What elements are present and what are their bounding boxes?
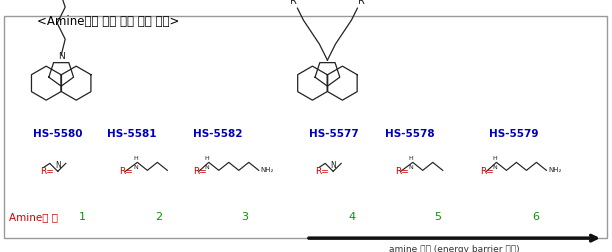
Text: R=: R=: [119, 167, 133, 176]
Text: HS-5582: HS-5582: [193, 129, 242, 139]
Text: R: R: [289, 0, 296, 6]
Text: N: N: [492, 165, 497, 170]
Text: H: H: [133, 156, 138, 161]
Text: Amine기 수: Amine기 수: [9, 212, 58, 222]
Text: N: N: [133, 165, 138, 170]
Text: R=: R=: [315, 167, 329, 176]
Text: R=: R=: [40, 167, 53, 176]
Text: HS-5579: HS-5579: [490, 129, 539, 139]
Text: R: R: [359, 0, 365, 6]
Text: 5: 5: [434, 212, 441, 222]
Text: R=: R=: [395, 167, 408, 176]
Text: HS-5580: HS-5580: [34, 129, 83, 139]
Bar: [4, 16, 607, 238]
Text: <Amine기의 수에 의한 효과 확인>: <Amine기의 수에 의한 효과 확인>: [37, 15, 179, 28]
Text: 4: 4: [348, 212, 356, 222]
Text: H: H: [408, 156, 413, 161]
Text: N: N: [408, 165, 413, 170]
Text: H: H: [492, 156, 497, 161]
Text: R=: R=: [480, 167, 494, 176]
Text: amine 증가 (energy barrier 감소): amine 증가 (energy barrier 감소): [389, 245, 520, 252]
Text: 3: 3: [241, 212, 248, 222]
Text: 6: 6: [532, 212, 539, 222]
Text: HS-5578: HS-5578: [385, 129, 435, 139]
Text: HS-5577: HS-5577: [308, 129, 359, 139]
Text: N: N: [330, 161, 336, 170]
Text: HS-5581: HS-5581: [107, 129, 156, 139]
Text: N: N: [58, 52, 65, 61]
Text: 2: 2: [155, 212, 163, 222]
Text: R=: R=: [193, 167, 206, 176]
Text: NH₂: NH₂: [261, 167, 274, 173]
Text: H: H: [204, 156, 209, 161]
Text: N: N: [204, 165, 209, 170]
Text: 1: 1: [79, 212, 86, 222]
Text: N: N: [55, 161, 61, 170]
Text: NH₂: NH₂: [548, 167, 562, 173]
